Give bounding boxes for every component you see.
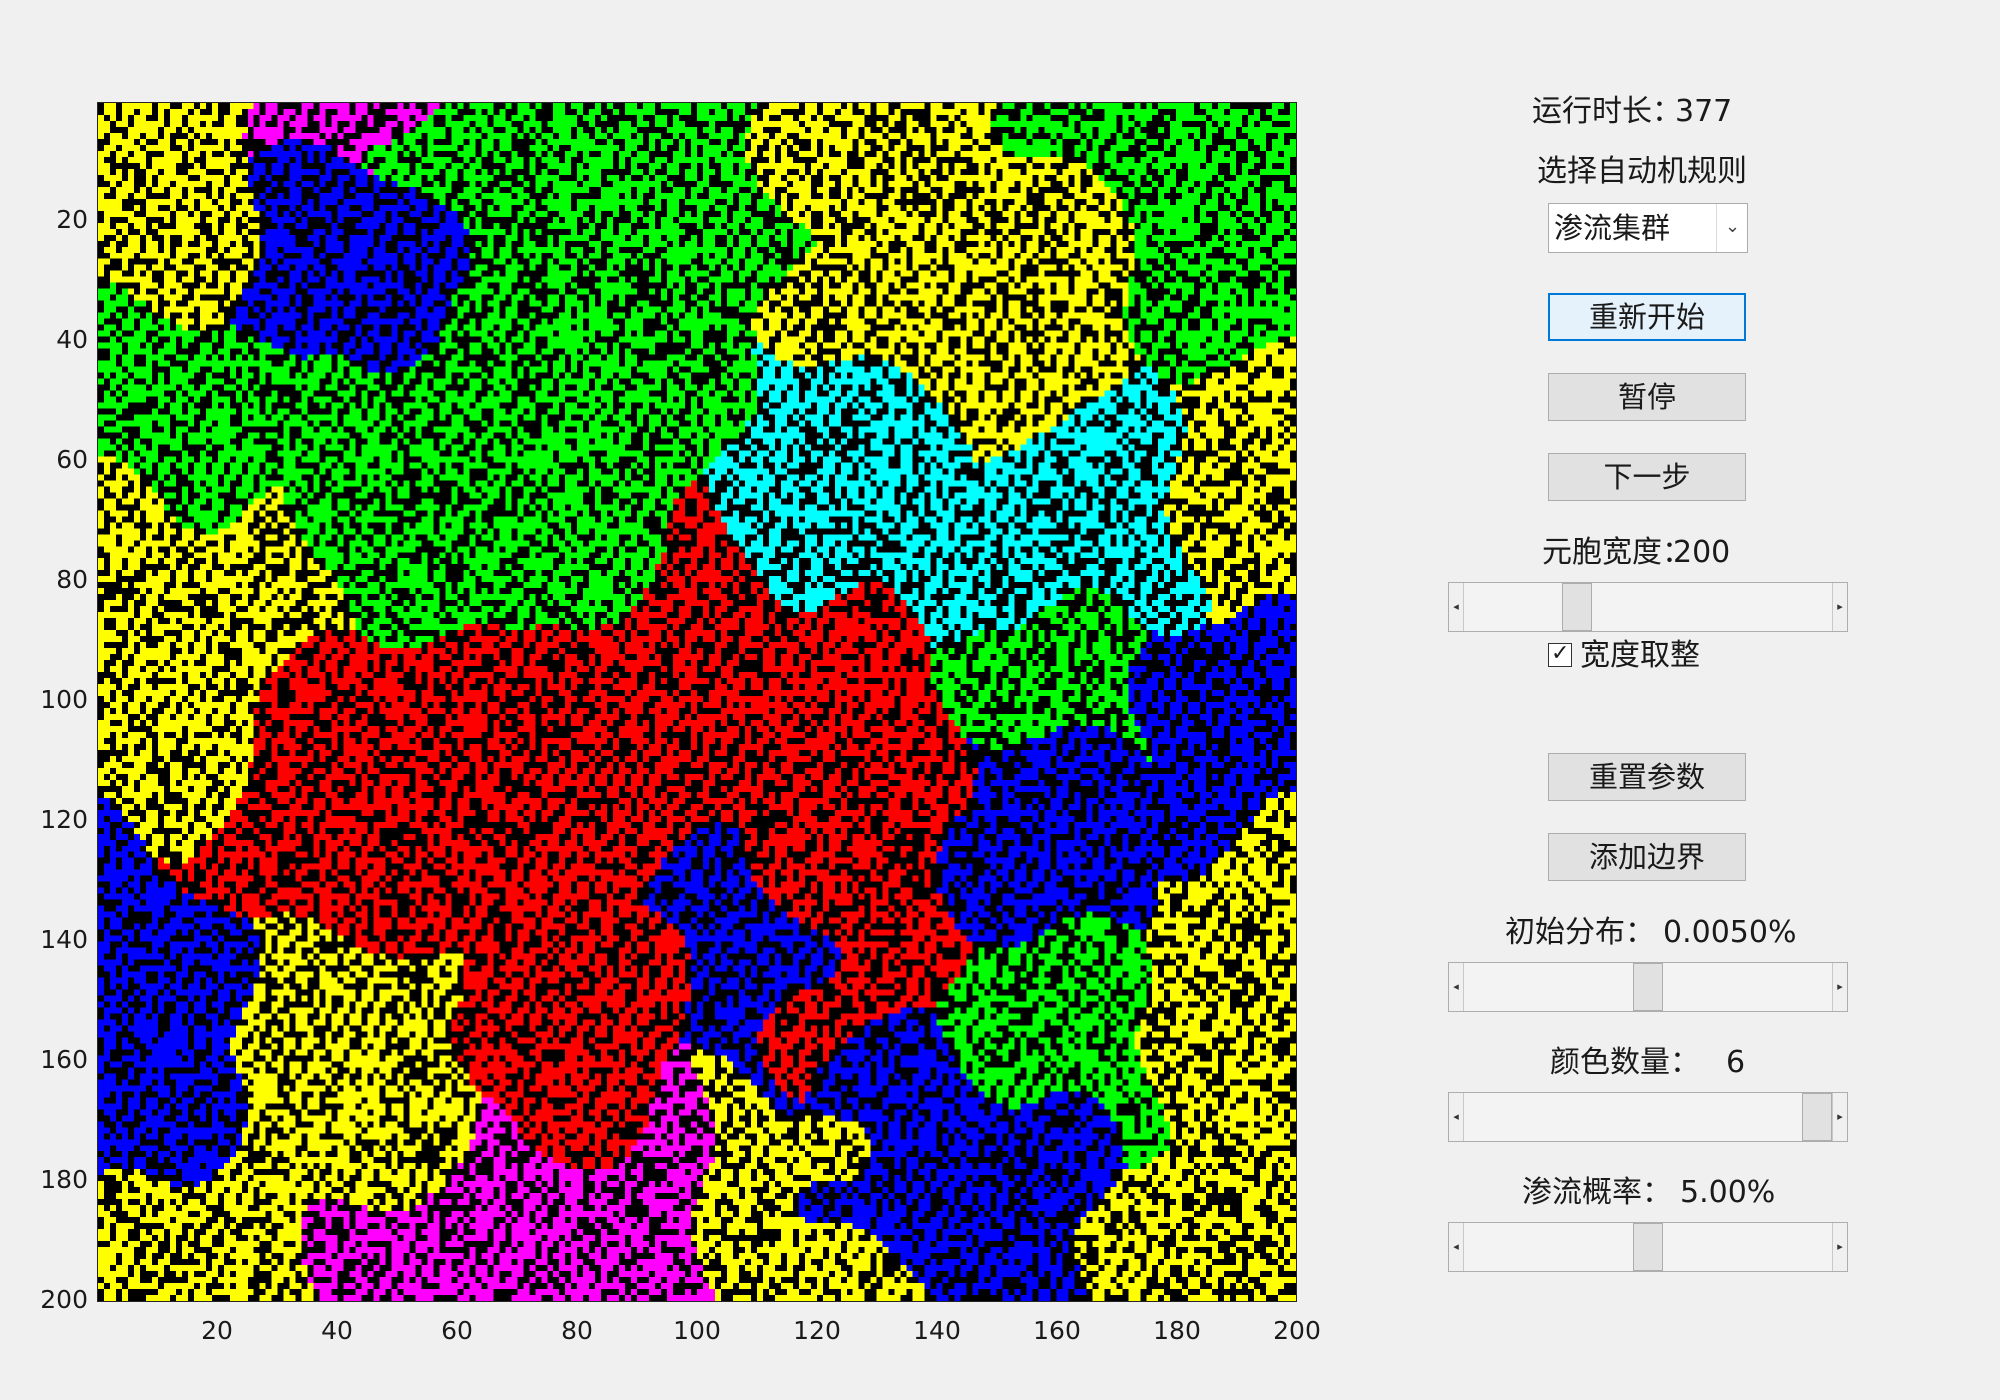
x-tick-label: 160 bbox=[1033, 1316, 1081, 1345]
checkmark-icon: ✓ bbox=[1551, 641, 1570, 666]
x-tick-label: 180 bbox=[1153, 1316, 1201, 1345]
slider-trough[interactable] bbox=[1464, 583, 1832, 631]
dropdown-arrow[interactable]: ⌄ bbox=[1716, 204, 1747, 252]
reset-params-button[interactable]: 重置参数 bbox=[1548, 753, 1746, 801]
cell-width-label: 元胞宽度： bbox=[1542, 535, 1692, 570]
add-border-button[interactable]: 添加边界 bbox=[1548, 833, 1746, 881]
slider-thumb[interactable] bbox=[1633, 1223, 1663, 1271]
perc-prob-value: 5.00% bbox=[1680, 1175, 1776, 1210]
cell-width-value: 200 bbox=[1673, 535, 1731, 570]
slider-left-arrow-icon[interactable]: ◂ bbox=[1449, 1223, 1464, 1271]
slider-trough[interactable] bbox=[1464, 963, 1832, 1011]
x-tick-label: 140 bbox=[913, 1316, 961, 1345]
x-tick-label: 120 bbox=[793, 1316, 841, 1345]
pause-button[interactable]: 暂停 bbox=[1548, 373, 1746, 421]
slider-left-arrow-icon[interactable]: ◂ bbox=[1449, 963, 1464, 1011]
automaton-grid bbox=[97, 102, 1297, 1302]
y-tick-label: 180 bbox=[40, 1165, 88, 1194]
y-tick-label: 200 bbox=[40, 1285, 88, 1314]
slider-right-arrow-icon[interactable]: ▸ bbox=[1832, 1223, 1847, 1271]
y-tick-label: 80 bbox=[56, 565, 88, 594]
color-count-label: 颜色数量： bbox=[1550, 1045, 1700, 1080]
init-dist-value: 0.0050% bbox=[1663, 915, 1797, 950]
color-count-slider[interactable]: ◂ ▸ bbox=[1448, 1092, 1848, 1142]
x-tick-label: 20 bbox=[201, 1316, 233, 1345]
chevron-down-icon: ⌄ bbox=[1725, 216, 1741, 237]
restart-button[interactable]: 重新开始 bbox=[1548, 293, 1746, 341]
init-dist-label: 初始分布： bbox=[1505, 915, 1655, 950]
y-tick-label: 160 bbox=[40, 1045, 88, 1074]
x-tick-label: 80 bbox=[561, 1316, 593, 1345]
cell-width-slider[interactable]: ◂ ▸ bbox=[1448, 582, 1848, 632]
rule-dropdown[interactable]: 渗流集群 ⌄ bbox=[1548, 203, 1748, 253]
y-tick-label: 140 bbox=[40, 925, 88, 954]
slider-right-arrow-icon[interactable]: ▸ bbox=[1832, 1093, 1847, 1141]
runtime-value: 377 bbox=[1675, 94, 1733, 129]
round-width-checkbox[interactable]: ✓ bbox=[1548, 641, 1572, 667]
slider-thumb[interactable] bbox=[1802, 1093, 1832, 1141]
slider-right-arrow-icon[interactable]: ▸ bbox=[1832, 963, 1847, 1011]
y-tick-label: 100 bbox=[40, 685, 88, 714]
y-tick-label: 40 bbox=[56, 325, 88, 354]
slider-trough[interactable] bbox=[1464, 1223, 1832, 1271]
x-tick-label: 200 bbox=[1273, 1316, 1321, 1345]
color-count-value: 6 bbox=[1726, 1045, 1746, 1080]
runtime-label: 运行时长： bbox=[1532, 94, 1682, 129]
init-dist-slider[interactable]: ◂ ▸ bbox=[1448, 962, 1848, 1012]
y-tick-label: 120 bbox=[40, 805, 88, 834]
y-tick-label: 20 bbox=[56, 205, 88, 234]
perc-prob-label: 渗流概率： bbox=[1522, 1175, 1672, 1210]
x-tick-label: 100 bbox=[673, 1316, 721, 1345]
slider-right-arrow-icon[interactable]: ▸ bbox=[1832, 583, 1847, 631]
slider-thumb[interactable] bbox=[1562, 583, 1592, 631]
round-width-label: 宽度取整 bbox=[1580, 638, 1700, 673]
x-tick-label: 40 bbox=[321, 1316, 353, 1345]
y-tick-label: 60 bbox=[56, 445, 88, 474]
slider-left-arrow-icon[interactable]: ◂ bbox=[1449, 583, 1464, 631]
slider-thumb[interactable] bbox=[1633, 963, 1663, 1011]
slider-trough[interactable] bbox=[1464, 1093, 1832, 1141]
next-step-button[interactable]: 下一步 bbox=[1548, 453, 1746, 501]
rule-selected: 渗流集群 bbox=[1554, 211, 1671, 245]
perc-prob-slider[interactable]: ◂ ▸ bbox=[1448, 1222, 1848, 1272]
x-tick-label: 60 bbox=[441, 1316, 473, 1345]
rule-label: 选择自动机规则 bbox=[1537, 154, 1747, 189]
slider-left-arrow-icon[interactable]: ◂ bbox=[1449, 1093, 1464, 1141]
